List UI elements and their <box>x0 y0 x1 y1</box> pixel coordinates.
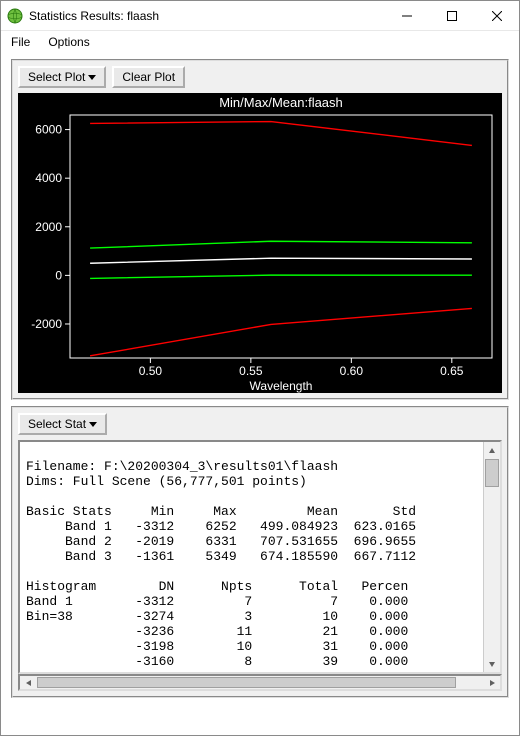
scroll-left-icon[interactable] <box>20 676 37 689</box>
scroll-down-icon[interactable] <box>484 655 500 672</box>
scroll-thumb[interactable] <box>485 459 499 487</box>
menu-options[interactable]: Options <box>44 33 93 51</box>
svg-text:0.60: 0.60 <box>340 364 364 378</box>
filename-line: Filename: F:\20200304_3\results01\flaash <box>26 459 338 474</box>
basic-row: Band 1 -3312 6252 499.084923 623.0165 <box>26 519 416 534</box>
clear-plot-button[interactable]: Clear Plot <box>112 66 185 88</box>
svg-text:0.55: 0.55 <box>239 364 263 378</box>
plot-area: Min/Max/Mean:flaash 0.50 0.55 0.60 0.65 Wavel… <box>18 93 502 393</box>
maximize-button[interactable] <box>429 1 474 30</box>
scroll-track[interactable] <box>37 676 483 689</box>
vertical-scrollbar[interactable] <box>483 442 500 672</box>
close-button[interactable] <box>474 1 519 30</box>
histogram-header: Histogram DN Npts Total Percen <box>26 579 408 594</box>
dims-line: Dims: Full Scene (56,777,501 points) <box>26 474 307 489</box>
select-plot-label: Select Plot <box>28 70 85 84</box>
window-title: Statistics Results: flaash <box>29 9 384 23</box>
svg-text:Min/Max/Mean:flaash: Min/Max/Mean:flaash <box>219 95 343 110</box>
minimize-button[interactable] <box>384 1 429 30</box>
svg-text:0: 0 <box>55 268 62 282</box>
hist-row: -3160 8 39 0.000 <box>26 654 408 669</box>
horizontal-scrollbar[interactable] <box>18 674 502 691</box>
scroll-track[interactable] <box>484 459 500 655</box>
svg-text:2000: 2000 <box>35 220 62 234</box>
scroll-right-icon[interactable] <box>483 676 500 689</box>
select-plot-button[interactable]: Select Plot <box>18 66 106 88</box>
stats-panel: Select Stat Filename: F:\20200304_3\resu… <box>11 406 509 698</box>
svg-text:Wavelength: Wavelength <box>250 379 313 393</box>
scroll-up-icon[interactable] <box>484 442 500 459</box>
hist-row: -3198 10 31 0.000 <box>26 639 408 654</box>
select-stat-button[interactable]: Select Stat <box>18 413 107 435</box>
svg-text:-2000: -2000 <box>31 317 62 331</box>
titlebar: Statistics Results: flaash <box>1 1 519 31</box>
plot-panel: Select Plot Clear Plot Min/Max/Mean:flaa… <box>11 59 509 400</box>
menubar: File Options <box>1 31 519 53</box>
hist-row: -3236 11 21 0.000 <box>26 624 408 639</box>
hist-row: Band 1 -3312 7 7 0.000 <box>26 594 408 609</box>
svg-text:4000: 4000 <box>35 171 62 185</box>
svg-text:0.65: 0.65 <box>440 364 464 378</box>
select-stat-label: Select Stat <box>28 417 86 431</box>
svg-text:0.50: 0.50 <box>139 364 163 378</box>
hist-row: Bin=38 -3274 3 10 0.000 <box>26 609 408 624</box>
app-icon <box>7 8 23 24</box>
svg-text:6000: 6000 <box>35 123 62 137</box>
basic-stats-header: Basic Stats Min Max Mean Std <box>26 504 416 519</box>
chevron-down-icon <box>89 422 97 427</box>
scroll-thumb[interactable] <box>37 677 456 688</box>
chevron-down-icon <box>88 75 96 80</box>
stats-text-area: Filename: F:\20200304_3\results01\flaash… <box>18 440 502 674</box>
clear-plot-label: Clear Plot <box>122 70 175 84</box>
basic-row: Band 2 -2019 6331 707.531655 696.9655 <box>26 534 416 549</box>
menu-file[interactable]: File <box>7 33 34 51</box>
basic-row: Band 3 -1361 5349 674.185590 667.7112 <box>26 549 416 564</box>
